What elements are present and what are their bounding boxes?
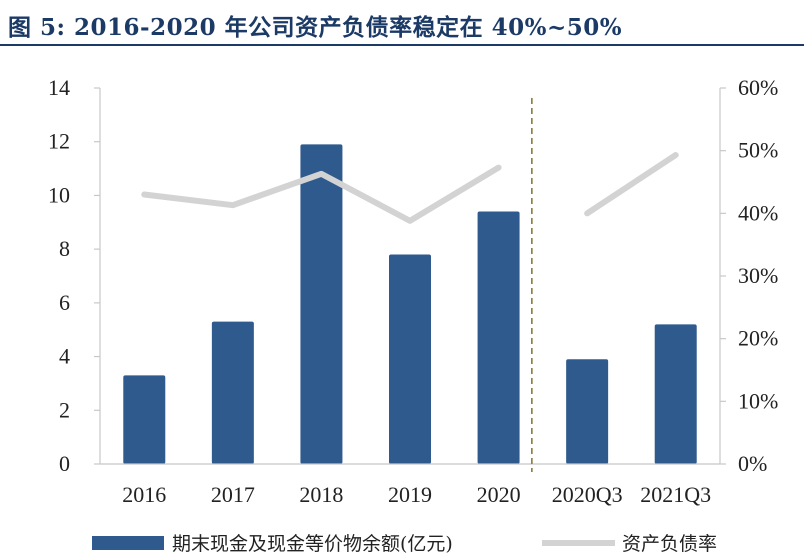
right-tick-label: 30% [738, 263, 778, 288]
x-tick-label: 2021Q3 [640, 482, 711, 507]
bar-2020Q3 [566, 359, 609, 464]
right-tick-label: 10% [738, 388, 778, 413]
right-tick-label: 50% [738, 138, 778, 163]
bar-2018 [300, 144, 343, 464]
bars [123, 144, 697, 464]
left-axis-ticks: 0 2 4 6 8 10 12 14 [48, 75, 100, 476]
line-series [141, 152, 679, 224]
axes [99, 88, 721, 472]
left-tick-label: 4 [59, 344, 70, 369]
right-tick-label: 0% [738, 451, 767, 476]
x-tick-label: 2019 [388, 482, 432, 507]
figure-title: 图 5: 2016-2020 年公司资产负债率稳定在 40%~50% [8, 14, 623, 41]
left-tick-label: 10 [48, 182, 70, 207]
legend-bar-label: 期末现金及现金等价物余额(亿元) [172, 533, 453, 555]
right-tick-label: 60% [738, 75, 778, 100]
legend-line-label: 资产负债率 [622, 533, 717, 555]
bar-2021Q3 [654, 324, 697, 464]
left-tick-label: 12 [48, 129, 70, 154]
right-tick-label: 20% [738, 326, 778, 351]
bar-2017 [211, 321, 254, 464]
line-segment-2 [584, 152, 679, 217]
bar-2020 [477, 211, 520, 464]
bar-2019 [389, 254, 431, 464]
x-tick-label: 2020Q3 [552, 482, 623, 507]
x-tick-label: 2018 [299, 482, 343, 507]
right-tick-label: 40% [738, 200, 778, 225]
left-tick-label: 0 [59, 451, 70, 476]
bar-2016 [123, 375, 166, 464]
x-tick-label: 2017 [211, 482, 255, 507]
x-tick-label: 2016 [122, 482, 166, 507]
right-axis-ticks: 0% 10% 20% 30% 40% 50% 60% [720, 75, 778, 476]
legend: 期末现金及现金等价物余额(亿元) 资产负债率 [92, 533, 717, 555]
x-tick-label: 2020 [477, 482, 521, 507]
left-tick-label: 6 [59, 290, 70, 315]
title-rule [0, 44, 804, 46]
left-tick-label: 8 [59, 236, 70, 261]
left-tick-label: 2 [59, 397, 70, 422]
left-tick-label: 14 [48, 75, 70, 100]
legend-bar-swatch [92, 536, 164, 550]
x-axis-ticks: 2016 2017 2018 2019 2020 2020Q3 2021Q3 [122, 482, 711, 507]
